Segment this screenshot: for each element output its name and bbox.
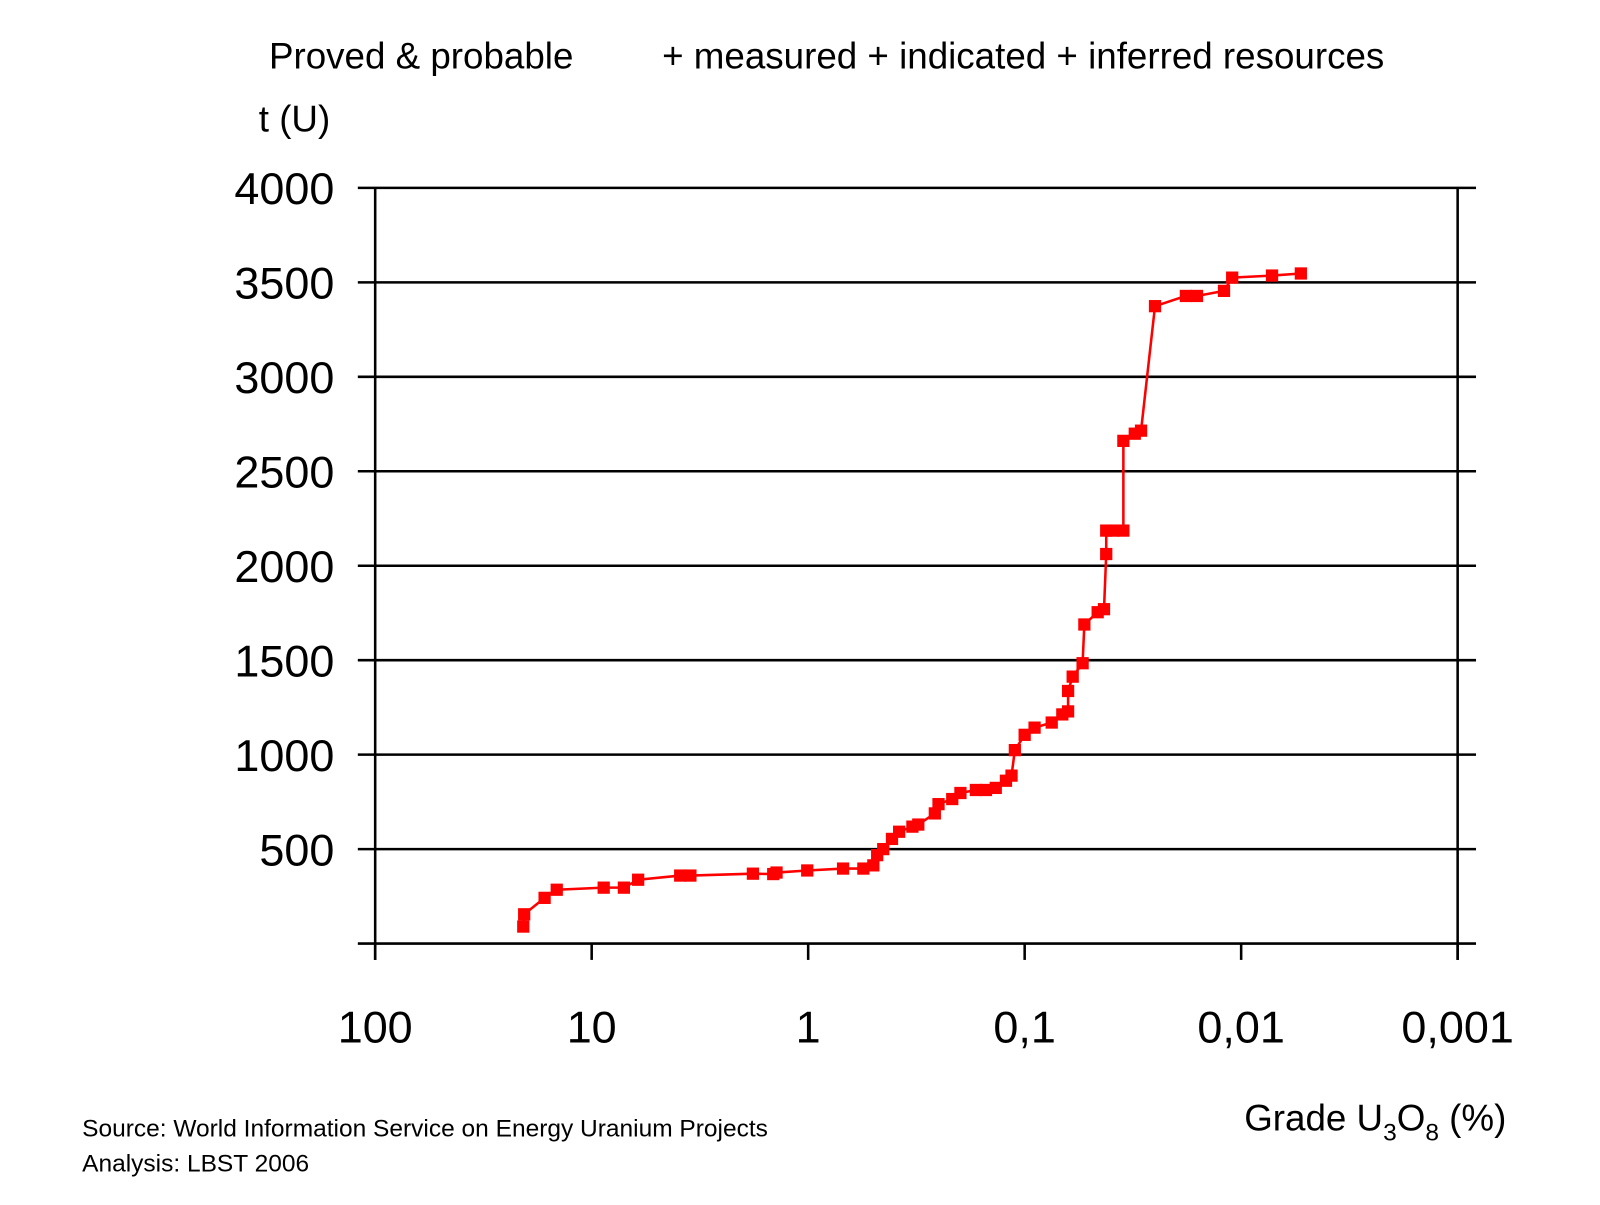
x-tick-labels: 100 10 1 0,1 0,01 0,001 [338,1002,1514,1053]
data-point [912,818,925,831]
x-axis-label-prefix: Grade U [1244,1097,1383,1138]
data-point [1028,721,1041,734]
data-point [928,807,941,820]
data-point [1265,269,1279,282]
series [517,267,1307,933]
data-point [1148,300,1162,313]
analysis-line: Analysis: LBST 2006 [82,1150,309,1177]
x-axis-label-mid: O [1397,1097,1426,1138]
y-axis-label: t (U) [259,99,330,140]
data-point [1061,705,1075,718]
y-tick-label: 4000 [234,163,334,214]
title-left: Proved & probable [269,35,573,76]
y-tick-labels: 500 1000 1500 2000 2500 3000 3500 4000 [234,163,334,875]
data-point [1005,769,1018,782]
data-point [1008,743,1021,757]
source-line: Source: World Information Service on Ene… [82,1116,768,1143]
data-point [857,862,870,875]
data-point [617,881,631,894]
data-point [538,891,551,904]
x-tick-label: 0,01 [1197,1002,1284,1053]
data-point [1226,271,1239,284]
x-axis-label-sub2: 8 [1425,1120,1439,1147]
x-tick-label: 0,1 [993,1002,1055,1053]
data-point [867,859,880,872]
y-tick-label: 3000 [234,352,334,403]
y-tick-label: 2000 [234,541,334,592]
data-point [1018,728,1031,741]
data-point [674,869,687,882]
data-point [1190,289,1204,303]
x-axis-label: Grade U3O8 (%) [1244,1097,1506,1146]
data-point [1076,657,1089,670]
data-point [550,883,563,896]
data-point [1134,424,1148,437]
x-tick-label: 0,001 [1401,1002,1513,1053]
gridlines [357,186,1477,851]
y-tick-label: 2500 [234,447,334,498]
data-point [1100,547,1113,561]
data-point [1117,434,1130,447]
data-point [1294,267,1307,280]
y-tick-label: 500 [259,824,334,875]
data-point [1179,289,1193,303]
data-point [1097,603,1111,616]
data-point [1078,618,1091,631]
data-point [836,862,850,875]
data-point [770,866,783,879]
data-point [893,825,906,838]
y-tick-label: 1500 [234,636,334,687]
data-point [954,786,967,800]
data-point [877,842,890,856]
x-axis-label-suffix: (%) [1439,1097,1506,1138]
data-point [801,864,814,877]
data-point [518,908,531,921]
x-tick-label: 100 [338,1002,413,1053]
data-point [1107,524,1120,537]
title-right: + measured + indicated + inferred resour… [662,35,1384,76]
data-point [597,881,610,894]
y-tick-label: 3500 [234,258,334,309]
data-point [1217,284,1231,297]
data-point [684,869,697,882]
data-point [1117,524,1130,537]
data-point [632,873,645,886]
x-tick-label: 1 [796,1002,821,1053]
data-point [989,781,1002,795]
data-point [979,783,993,797]
x-tick-label: 10 [567,1002,617,1053]
axes [357,187,1477,960]
y-tick-label: 1000 [234,730,334,781]
data-point [517,920,530,933]
data-point [932,798,945,811]
data-point [746,867,760,880]
data-point [1061,684,1075,698]
data-point [969,783,983,797]
data-point [1066,670,1079,683]
x-axis-label-sub1: 3 [1383,1120,1397,1147]
data-point [1045,716,1058,729]
